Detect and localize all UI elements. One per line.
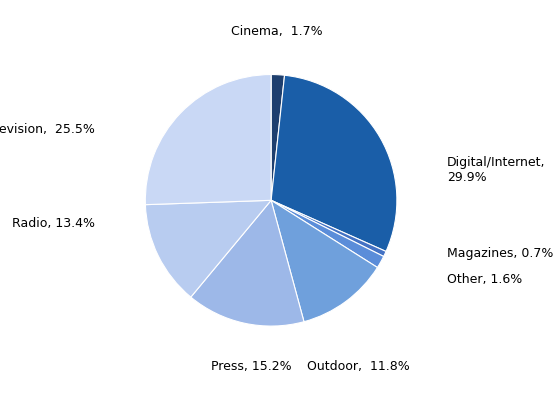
Wedge shape (191, 200, 304, 326)
Wedge shape (271, 200, 386, 256)
Text: Outdoor,  11.8%: Outdoor, 11.8% (307, 360, 410, 373)
Text: Television,  25.5%: Television, 25.5% (0, 124, 95, 136)
Text: Radio, 13.4%: Radio, 13.4% (12, 217, 95, 230)
Wedge shape (145, 74, 271, 204)
Wedge shape (271, 200, 377, 322)
Text: Cinema,  1.7%: Cinema, 1.7% (231, 25, 323, 38)
Wedge shape (271, 75, 397, 252)
Wedge shape (145, 200, 271, 297)
Text: Press, 15.2%: Press, 15.2% (211, 360, 291, 373)
Wedge shape (271, 74, 285, 200)
Wedge shape (271, 200, 383, 267)
Text: Magazines, 0.7%: Magazines, 0.7% (447, 247, 553, 261)
Text: Other, 1.6%: Other, 1.6% (447, 273, 523, 285)
Text: Digital/Internet,
29.9%: Digital/Internet, 29.9% (447, 156, 546, 184)
